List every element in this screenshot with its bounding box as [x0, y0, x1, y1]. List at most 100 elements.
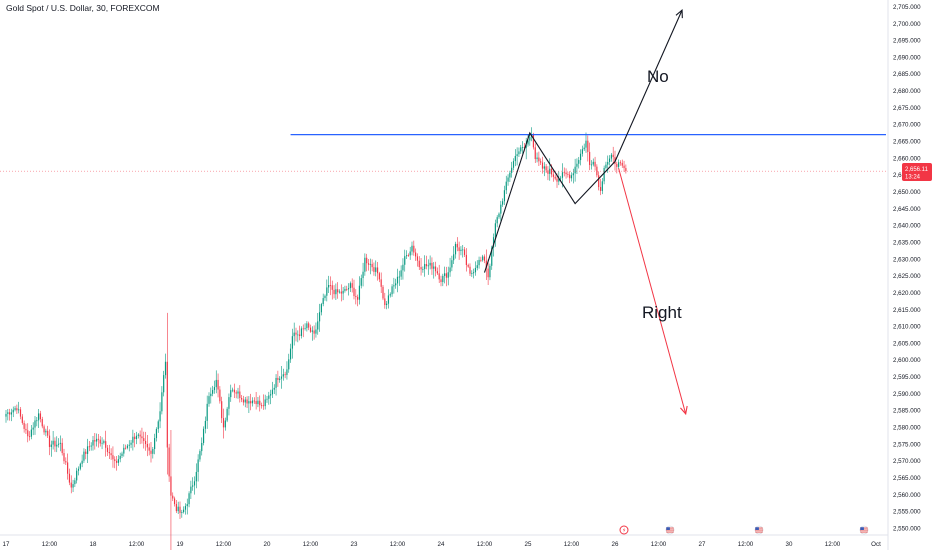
- candle-body: [505, 181, 507, 191]
- candle-body: [268, 395, 270, 399]
- candle-body: [610, 154, 612, 159]
- candle-body: [70, 482, 72, 488]
- candle-body: [193, 481, 196, 486]
- candle-body: [175, 504, 177, 512]
- candle-body: [318, 312, 321, 322]
- candle-body: [16, 408, 18, 411]
- candle-body: [195, 471, 197, 482]
- candle-body: [52, 440, 54, 445]
- candle-body: [589, 151, 591, 165]
- candle-body: [199, 451, 201, 460]
- time-axis[interactable]: 17 12:00 18 12:00 19 12:00 20 12:00 23 12:00 24 12:…: [3, 541, 882, 548]
- candle-body: [534, 147, 536, 160]
- candle-body: [163, 375, 165, 393]
- candle-body: [302, 328, 304, 330]
- candle-body: [554, 176, 556, 179]
- candle-body: [280, 376, 283, 379]
- flag-stripe: [666, 531, 674, 533]
- candle-body: [512, 161, 515, 168]
- candle-body: [378, 273, 380, 280]
- price-tick-label: 2,695.000: [893, 38, 921, 45]
- us-flag-event-icon[interactable]: [754, 525, 764, 535]
- candle-body: [242, 399, 245, 403]
- candle-body: [507, 177, 509, 182]
- us-flag-event-icon[interactable]: [665, 525, 675, 535]
- candle-body: [440, 279, 442, 283]
- candle-body: [413, 245, 415, 253]
- candle-body: [183, 509, 185, 513]
- candle-body: [184, 506, 187, 510]
- candle-body: [442, 275, 444, 283]
- candle-body: [536, 157, 538, 160]
- candle-body: [172, 495, 174, 499]
- candle-body: [291, 336, 293, 349]
- candle-body: [76, 470, 78, 481]
- candle-body: [382, 286, 384, 299]
- time-tick-label: 12:00: [651, 541, 667, 548]
- candle-body: [212, 390, 214, 394]
- price-tick-label: 2,590.000: [893, 391, 921, 398]
- candle-body: [152, 449, 154, 454]
- candle-body: [197, 459, 199, 472]
- price-tick-label: 2,595.000: [893, 374, 921, 381]
- candle-body: [569, 174, 571, 179]
- candle-body: [282, 374, 284, 377]
- candle-body: [237, 391, 239, 394]
- candle-body: [471, 273, 473, 274]
- candle-body: [393, 285, 395, 287]
- candle-body: [492, 237, 495, 248]
- event-icons[interactable]: [619, 525, 869, 535]
- candle-body: [246, 399, 248, 404]
- price-tick-label: 2,550.000: [893, 525, 921, 532]
- candle-body: [255, 401, 257, 405]
- candle-body: [121, 453, 123, 456]
- candle-body: [270, 394, 272, 396]
- candle-body: [333, 289, 335, 295]
- candle-body: [619, 162, 622, 164]
- candle-body: [476, 265, 478, 268]
- lightning-event-icon[interactable]: [619, 525, 629, 535]
- price-tag-box: [902, 163, 932, 181]
- candle-body: [297, 334, 299, 336]
- candles-layer: [5, 127, 627, 550]
- candle-body: [465, 254, 467, 266]
- candle-body: [235, 392, 237, 394]
- candle-body: [30, 429, 32, 437]
- candle-body: [460, 249, 462, 251]
- candle-body: [603, 167, 605, 182]
- candle-body: [27, 430, 29, 437]
- candle-body: [540, 161, 542, 163]
- candle-body: [337, 289, 339, 293]
- annotation-right: Right: [642, 303, 682, 322]
- candle-body: [222, 418, 225, 428]
- candle-body: [489, 265, 491, 278]
- candle-body: [221, 401, 223, 419]
- us-flag-event-icon[interactable]: [859, 525, 869, 535]
- candle-body: [444, 273, 446, 276]
- candle-body: [86, 446, 89, 454]
- candle-body: [83, 451, 85, 461]
- candle-body: [304, 328, 306, 329]
- price-tick-label: 2,605.000: [893, 340, 921, 347]
- candle-body: [239, 391, 241, 399]
- candle-body: [54, 440, 56, 447]
- candle-body: [9, 412, 11, 415]
- candle-body: [612, 154, 614, 158]
- candle-body: [213, 387, 216, 391]
- candle-body: [355, 296, 357, 298]
- candle-body: [474, 267, 477, 273]
- price-tick-label: 2,580.000: [893, 425, 921, 432]
- candle-body: [161, 392, 163, 412]
- pattern-path[interactable]: [483, 9, 683, 273]
- price-tick-label: 2,645.000: [893, 206, 921, 213]
- candle-body: [97, 438, 100, 440]
- down-arrow-line[interactable]: [618, 168, 687, 414]
- time-tick-label: 19: [177, 541, 184, 548]
- candle-body: [81, 460, 83, 464]
- candle-body: [271, 389, 274, 395]
- candle-body: [108, 451, 110, 454]
- price-tick-label: 2,555.000: [893, 509, 921, 516]
- candle-body: [88, 446, 90, 448]
- flag-canton: [755, 527, 759, 530]
